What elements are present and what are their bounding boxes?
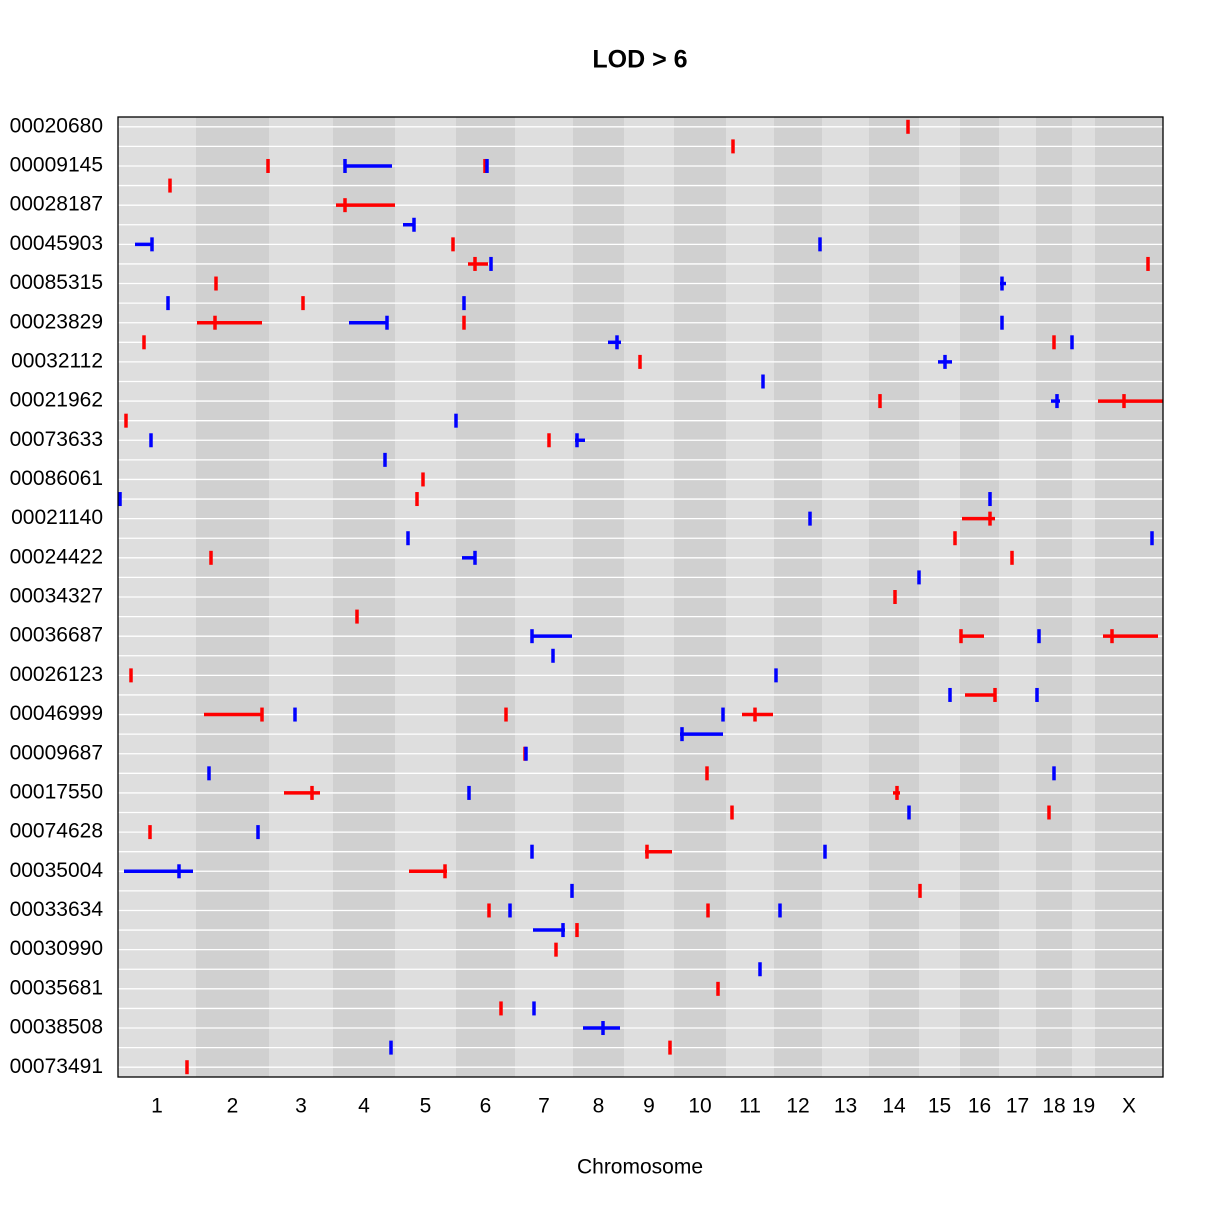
x-tick-label: 14	[882, 1095, 906, 1118]
x-tick-label: 10	[688, 1095, 711, 1118]
y-tick-label: 00017550	[10, 780, 103, 803]
y-tick-label: 00009687	[10, 741, 103, 764]
y-tick-label: 00024422	[10, 545, 103, 568]
plot-frame	[117, 116, 1164, 1078]
x-tick-label: 8	[593, 1095, 605, 1118]
y-tick-label: 00035681	[10, 976, 103, 999]
x-tick-label: 11	[739, 1095, 761, 1118]
y-tick-label: 00085315	[10, 271, 103, 294]
x-tick-label: 17	[1006, 1095, 1029, 1118]
y-tick-label: 00032112	[11, 349, 103, 372]
y-tick-label: 00036687	[10, 624, 103, 647]
x-tick-label: 15	[928, 1095, 951, 1118]
x-tick-label: 9	[643, 1095, 655, 1118]
x-tick-label: 13	[834, 1095, 857, 1118]
x-tick-label: 5	[420, 1095, 432, 1118]
y-tick-label: 00033634	[10, 898, 104, 921]
y-tick-label: 00028187	[10, 193, 103, 216]
y-tick-label: 00030990	[10, 937, 103, 960]
x-tick-label: 2	[227, 1095, 239, 1118]
x-tick-label: 4	[358, 1095, 370, 1118]
chart-title: LOD > 6	[592, 46, 687, 74]
y-tick-label: 00073633	[10, 428, 103, 451]
x-tick-label: 6	[480, 1095, 492, 1118]
x-tick-label: 16	[968, 1095, 991, 1118]
y-tick-label: 00046999	[10, 702, 103, 725]
y-tick-label: 00034327	[10, 585, 103, 608]
y-tick-label: 00038508	[10, 1016, 103, 1039]
y-tick-label: 00021962	[10, 389, 103, 412]
x-tick-label: 19	[1072, 1095, 1095, 1118]
y-tick-label: 00074628	[10, 820, 103, 843]
y-tick-label: 00026123	[10, 663, 103, 686]
x-tick-label: 12	[786, 1095, 809, 1118]
x-tick-label: 3	[295, 1095, 307, 1118]
x-tick-label: 18	[1042, 1095, 1065, 1118]
x-axis-label: Chromosome	[577, 1156, 703, 1179]
y-tick-label: 00021140	[11, 506, 103, 529]
y-tick-label: 00020680	[10, 114, 103, 137]
y-tick-label: 00045903	[10, 232, 103, 255]
y-tick-label: 00073491	[10, 1055, 103, 1078]
y-tick-label: 00035004	[10, 859, 104, 882]
x-tick-label: X	[1122, 1095, 1136, 1118]
y-tick-label: 00009145	[10, 154, 103, 177]
x-tick-label: 1	[151, 1095, 163, 1118]
y-tick-label: 00023829	[10, 310, 103, 333]
y-tick-label: 00086061	[10, 467, 103, 490]
x-tick-label: 7	[538, 1095, 550, 1118]
